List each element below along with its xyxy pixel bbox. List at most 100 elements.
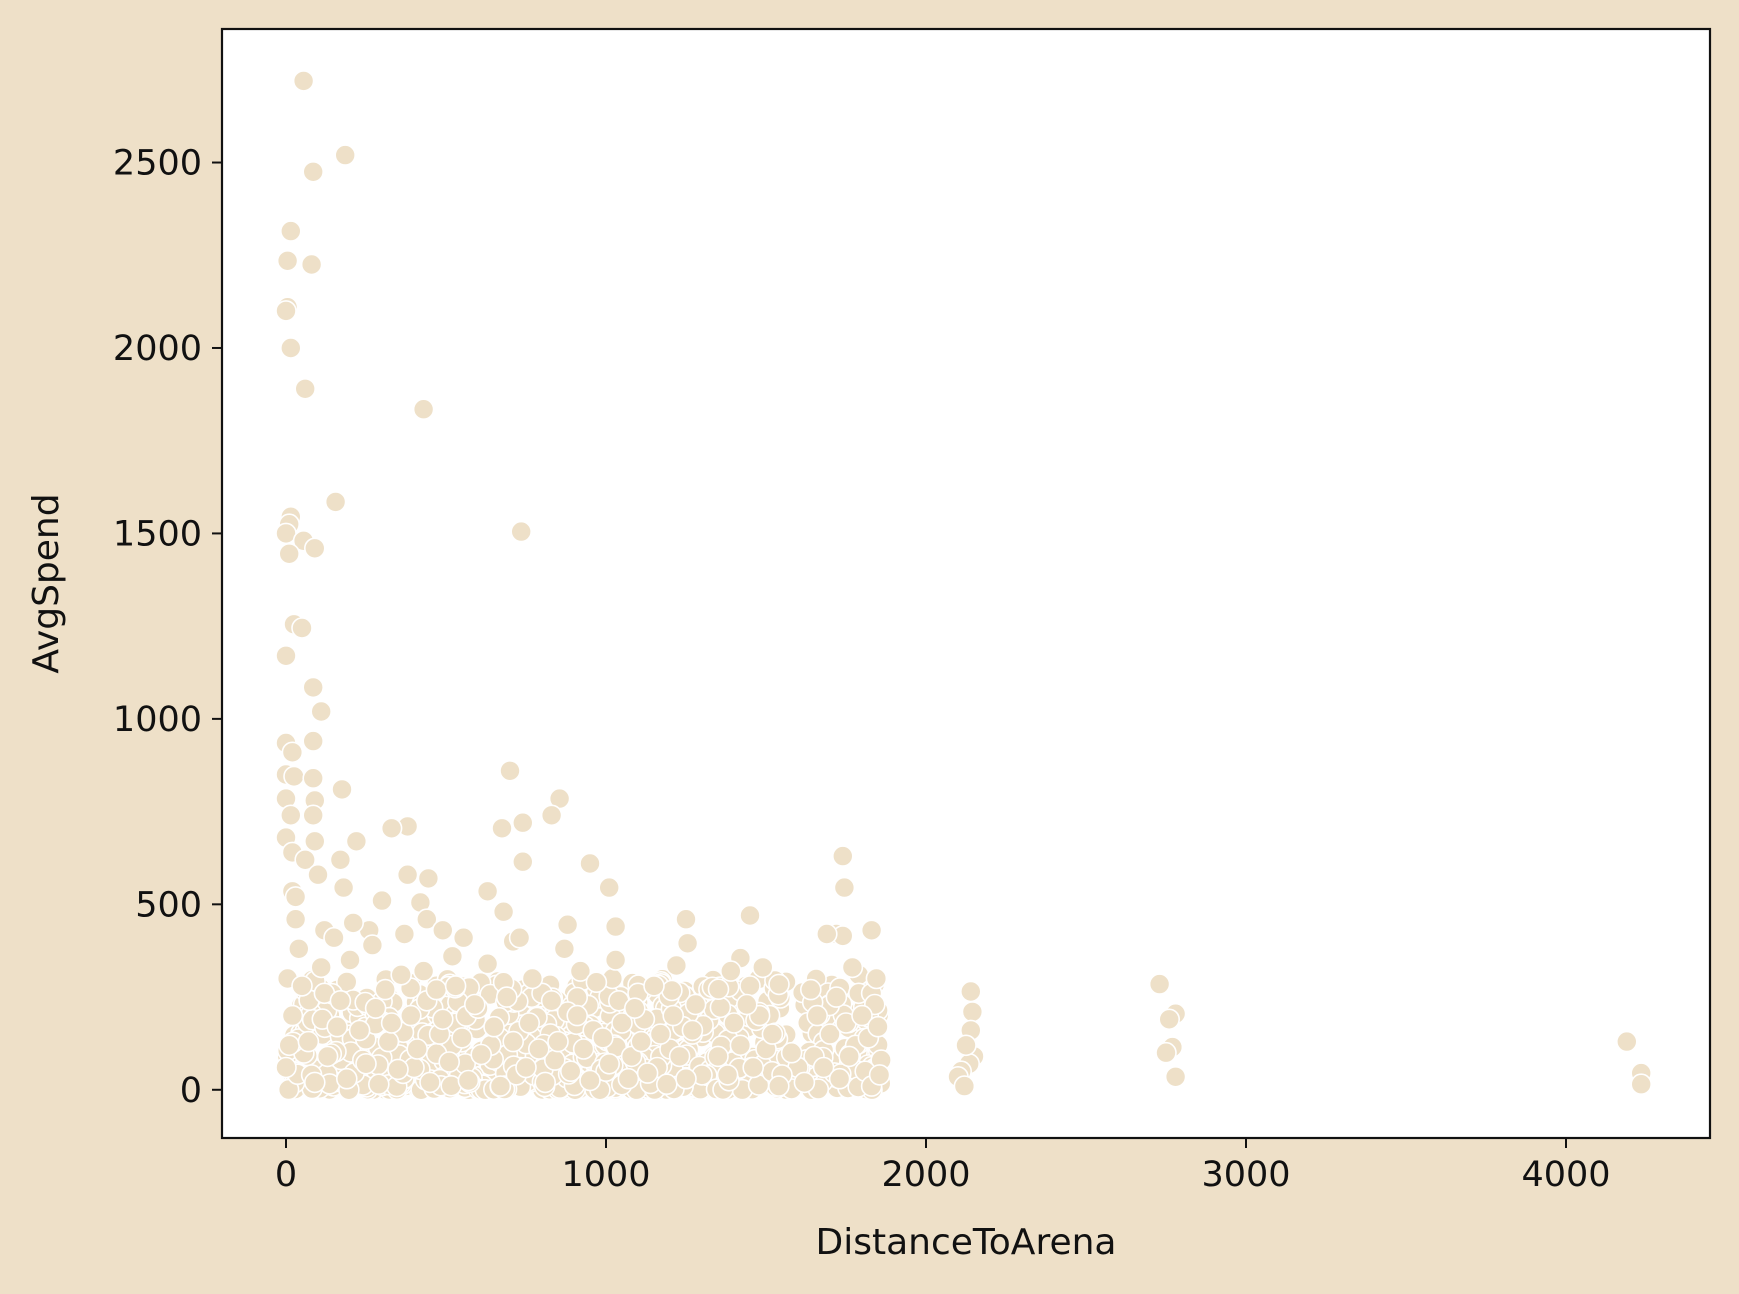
scatter-point: [364, 997, 387, 1020]
scatter-point: [294, 848, 317, 871]
scatter-point: [476, 880, 499, 903]
scatter-point: [393, 923, 416, 945]
scatter-point: [278, 1034, 301, 1057]
scatter-point: [719, 960, 742, 982]
scatter-point: [806, 1004, 829, 1027]
scatter-point: [374, 978, 397, 1001]
scatter-point: [489, 1075, 512, 1097]
scatter-point: [868, 1064, 891, 1086]
scatter-point: [547, 1030, 569, 1053]
scatter-point: [851, 1004, 873, 1027]
scatter-point: [959, 980, 982, 1003]
scatter-point: [961, 1001, 984, 1023]
scatter-point: [452, 926, 475, 949]
scatter-point: [339, 949, 361, 971]
scatter-point: [275, 644, 297, 667]
scatter-point: [302, 804, 325, 827]
y-tick-label: 2000: [113, 329, 202, 369]
scatter-point: [553, 937, 576, 960]
scatter-point: [284, 886, 307, 908]
scatter-point: [275, 300, 297, 322]
scatter-point: [377, 1030, 400, 1053]
scatter-point: [334, 144, 357, 166]
scatter-point: [655, 1073, 678, 1095]
scatter-point: [463, 993, 486, 1016]
scatter-point: [324, 491, 347, 513]
scatter-point: [294, 377, 317, 400]
scatter-point: [276, 249, 299, 272]
x-tick-label: 3000: [1201, 1155, 1290, 1195]
scatter-point: [331, 778, 353, 801]
scatter-point: [739, 904, 761, 927]
scatter-point: [511, 850, 534, 873]
scatter-point: [470, 1043, 493, 1066]
scatter-point: [415, 908, 438, 931]
scatter-point: [838, 1045, 861, 1068]
scatter-point: [716, 1064, 739, 1086]
scatter-point: [491, 817, 513, 840]
scatter-point: [380, 1012, 403, 1034]
y-tick-label: 2500: [113, 144, 202, 184]
scatter-point: [540, 804, 563, 827]
scatter-point: [279, 337, 302, 359]
plot-frame: [220, 27, 1712, 1140]
scatter-point: [636, 1062, 659, 1084]
scatter-point: [387, 1058, 409, 1081]
scatter-point: [825, 986, 848, 1008]
x-tick-label: 4000: [1521, 1155, 1610, 1195]
scatter-point: [283, 765, 305, 788]
scatter-point: [316, 1045, 339, 1068]
scatter-point: [303, 537, 326, 560]
scatter-point: [499, 759, 521, 782]
scatter-point: [661, 979, 683, 1002]
scatter-point: [451, 1027, 473, 1049]
scatter-point: [1630, 1073, 1652, 1095]
scatter-point: [438, 1051, 461, 1073]
scatter-point: [579, 1069, 601, 1092]
scatter-point: [518, 1012, 541, 1034]
scatter-point: [742, 1056, 765, 1079]
y-tick-label: 1000: [113, 700, 202, 740]
scatter-point: [662, 1004, 685, 1027]
scatter-point: [281, 741, 304, 764]
scatter-point: [955, 1034, 977, 1057]
y-axis-label: AvgSpend: [26, 493, 67, 673]
scatter-point: [767, 1075, 790, 1097]
scatter-point: [735, 993, 758, 1016]
scatter-point: [591, 1027, 614, 1049]
scatter-point: [676, 932, 699, 955]
scatter-point: [1148, 973, 1171, 995]
scatter-point: [335, 1067, 358, 1090]
scatter-point: [780, 1041, 803, 1064]
scatter-point: [287, 937, 310, 960]
scatter-point: [617, 1067, 640, 1090]
scatter-point: [681, 1019, 704, 1042]
x-axis: 0 1000 2000 3000 4000: [275, 1138, 1611, 1195]
scatter-point: [865, 967, 888, 990]
scatter-point: [380, 817, 403, 840]
scatter-point: [643, 975, 665, 997]
scatter-point: [326, 1015, 349, 1038]
scatter-point: [419, 1071, 441, 1094]
scatter-point: [303, 1071, 326, 1094]
scatter-point: [751, 956, 774, 979]
scatter-point: [841, 956, 864, 979]
scatter-point: [292, 70, 315, 92]
scatter-point: [729, 1034, 752, 1057]
scatter-point: [572, 1038, 595, 1060]
scatter-point: [611, 1012, 633, 1034]
scatter-point: [300, 253, 323, 276]
scatter-point: [761, 1023, 784, 1045]
scatter-point: [768, 973, 790, 996]
scatter-point: [457, 1069, 480, 1092]
scatter-point: [812, 1056, 835, 1079]
scatter-point: [329, 989, 352, 1012]
scatter-point: [707, 1045, 729, 1068]
scatter-point: [511, 811, 534, 834]
scatter-point: [323, 926, 345, 949]
y-axis: 0 500 1000 1500 2000 2500: [113, 144, 222, 1111]
scatter-point: [1155, 1041, 1177, 1064]
scatter-point: [799, 978, 822, 1001]
scatter-point: [684, 993, 707, 1016]
